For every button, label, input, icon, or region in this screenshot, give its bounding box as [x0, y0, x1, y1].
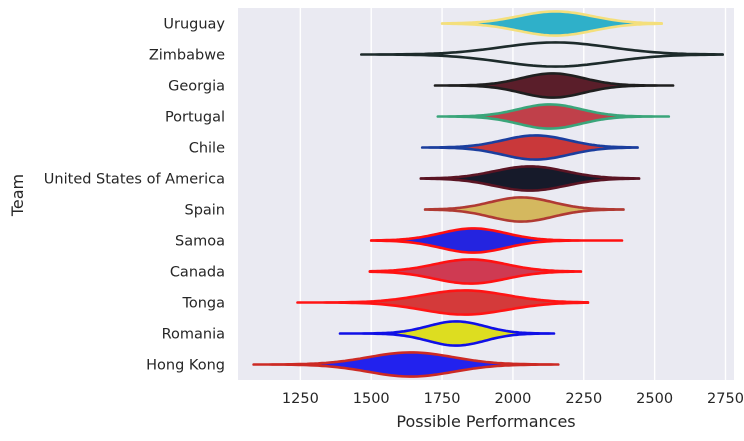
x-tick-label: 1500 — [353, 391, 390, 407]
violin-portugal — [436, 103, 671, 130]
y-tick-labels: Uruguay Zimbabwe Georgia Portugal Chile Unite… — [44, 17, 226, 374]
violin-hong-kong — [252, 351, 560, 378]
y-tick-label: Zimbabwe — [149, 48, 225, 64]
x-tick-labels: 1250 1500 1750 2000 2250 2500 2750 — [282, 391, 744, 407]
y-tick-label: Tonga — [181, 296, 225, 312]
violin-united-states-of-america — [419, 165, 641, 192]
violin-samoa — [369, 227, 624, 254]
x-tick-label: 2750 — [707, 391, 744, 407]
y-tick-label: Hong Kong — [146, 358, 225, 374]
y-tick-label: Samoa — [175, 234, 225, 250]
x-tick-label: 2500 — [636, 391, 673, 407]
x-tick-label: 2000 — [494, 391, 531, 407]
x-tick-label: 1750 — [424, 391, 461, 407]
y-tick-label: Chile — [189, 141, 225, 157]
y-tick-label: Portugal — [165, 110, 225, 126]
x-axis-label: Possible Performances — [396, 412, 575, 431]
y-axis-label: Team — [8, 174, 27, 217]
x-tick-label: 2250 — [565, 391, 602, 407]
y-tick-label: Romania — [162, 327, 225, 343]
violin-spain — [423, 196, 625, 223]
violin-uruguay — [440, 10, 663, 37]
violin-zimbabwe — [360, 41, 724, 68]
plot-background — [238, 8, 734, 380]
y-tick-label: Spain — [184, 203, 225, 219]
y-tick-label: United States of America — [44, 172, 225, 188]
violin-romania — [338, 320, 556, 347]
violin-chile — [420, 134, 639, 161]
y-tick-label: Canada — [170, 265, 225, 281]
violins — [252, 10, 724, 378]
violin-tonga — [296, 289, 590, 316]
violin-canada — [368, 258, 583, 285]
violin-georgia — [433, 72, 675, 99]
x-tick-label: 1250 — [282, 391, 319, 407]
y-tick-label: Uruguay — [163, 17, 225, 33]
gridlines — [299, 8, 727, 380]
y-tick-label: Georgia — [168, 79, 225, 95]
